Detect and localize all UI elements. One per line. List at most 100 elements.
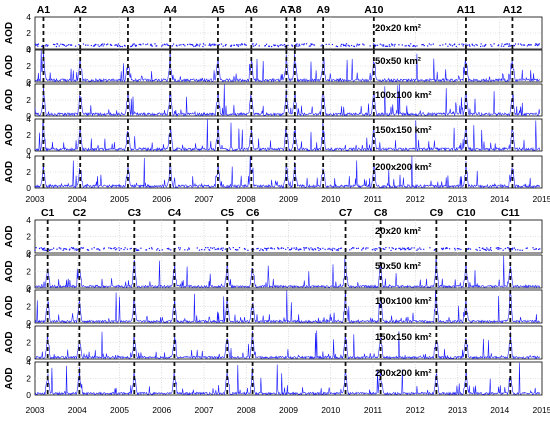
x-tick-label: 2014 bbox=[490, 194, 509, 204]
y-axis-label: AOD bbox=[4, 367, 15, 389]
data-point bbox=[273, 44, 276, 47]
data-point bbox=[65, 248, 68, 251]
y-tick-label: 2 bbox=[26, 267, 31, 277]
data-point bbox=[237, 45, 240, 48]
data-point bbox=[374, 249, 376, 252]
data-point bbox=[168, 248, 170, 250]
x-tick-label: 2012 bbox=[406, 405, 425, 415]
data-point bbox=[146, 43, 149, 45]
y-tick-label: 0 bbox=[26, 318, 31, 328]
data-point bbox=[118, 247, 120, 249]
x-tick-label: 2003 bbox=[26, 405, 45, 415]
data-point bbox=[311, 43, 313, 45]
data-point bbox=[126, 248, 129, 250]
data-point bbox=[342, 43, 344, 46]
data-point bbox=[99, 249, 101, 251]
y-tick-label: 4 bbox=[26, 250, 31, 260]
data-point bbox=[309, 45, 312, 47]
data-point bbox=[329, 248, 331, 250]
data-point bbox=[347, 44, 349, 47]
data-point bbox=[331, 249, 334, 252]
data-point bbox=[382, 45, 384, 47]
data-point bbox=[508, 247, 510, 249]
data-point bbox=[87, 249, 90, 251]
data-point bbox=[423, 44, 425, 47]
data-point bbox=[44, 249, 46, 251]
data-point bbox=[204, 44, 206, 46]
data-point bbox=[399, 247, 401, 250]
data-point bbox=[234, 248, 237, 251]
data-point bbox=[296, 248, 298, 250]
data-point bbox=[135, 44, 138, 47]
data-point bbox=[413, 44, 415, 47]
data-point bbox=[468, 44, 471, 46]
series-line bbox=[34, 254, 540, 289]
data-point bbox=[389, 45, 391, 48]
data-point bbox=[37, 43, 40, 45]
data-point bbox=[203, 249, 206, 251]
data-point bbox=[310, 247, 312, 249]
data-point bbox=[229, 248, 232, 250]
data-point bbox=[96, 248, 98, 250]
data-point bbox=[230, 45, 232, 48]
data-point bbox=[212, 43, 214, 45]
x-tick-label: 2015 bbox=[533, 194, 550, 204]
data-point bbox=[70, 246, 73, 249]
data-point bbox=[124, 45, 126, 47]
data-point bbox=[224, 45, 227, 47]
data-point bbox=[539, 248, 541, 250]
data-point bbox=[486, 247, 488, 249]
data-point bbox=[298, 248, 300, 251]
data-point bbox=[420, 248, 422, 251]
data-point bbox=[129, 248, 131, 250]
data-point bbox=[401, 248, 403, 250]
data-point bbox=[392, 247, 394, 250]
data-point bbox=[42, 249, 44, 251]
data-point bbox=[176, 45, 178, 47]
data-point bbox=[504, 43, 506, 46]
y-tick-label: 2 bbox=[26, 95, 31, 105]
data-point bbox=[432, 43, 434, 45]
data-point bbox=[38, 247, 41, 250]
y-tick-label: 0 bbox=[26, 354, 31, 364]
data-point bbox=[118, 45, 121, 47]
data-point bbox=[51, 248, 53, 251]
data-point bbox=[469, 248, 472, 250]
data-point bbox=[217, 248, 220, 250]
data-point bbox=[64, 247, 66, 250]
x-tick-label: 2011 bbox=[364, 405, 383, 415]
data-point bbox=[150, 247, 153, 249]
data-point bbox=[233, 44, 236, 47]
data-point bbox=[245, 44, 247, 46]
data-point bbox=[102, 45, 104, 47]
data-point bbox=[287, 247, 289, 249]
data-point bbox=[60, 248, 62, 250]
data-point bbox=[469, 45, 471, 47]
data-point bbox=[325, 43, 327, 46]
data-point bbox=[384, 248, 386, 251]
data-point bbox=[355, 247, 358, 250]
data-point bbox=[458, 248, 460, 250]
y-axis-label: AOD bbox=[4, 124, 15, 146]
data-point bbox=[328, 247, 330, 250]
data-point bbox=[331, 248, 333, 251]
data-point bbox=[422, 43, 424, 46]
data-point bbox=[495, 247, 498, 249]
x-tick-label: 2005 bbox=[110, 405, 129, 415]
data-point bbox=[384, 45, 387, 47]
y-tick-label: 2 bbox=[26, 338, 31, 348]
data-point bbox=[484, 43, 487, 46]
x-tick-label: 2006 bbox=[152, 194, 171, 204]
data-point bbox=[60, 43, 62, 45]
data-point bbox=[186, 249, 189, 251]
data-point bbox=[357, 247, 360, 250]
y-tick-label: 2 bbox=[26, 232, 31, 242]
y-tick-label: 4 bbox=[26, 357, 31, 367]
data-point bbox=[151, 45, 153, 47]
data-point bbox=[40, 247, 42, 249]
data-point bbox=[455, 45, 458, 48]
x-tick-label: 2010 bbox=[321, 194, 340, 204]
data-point bbox=[312, 249, 314, 251]
data-point bbox=[195, 44, 197, 47]
data-point bbox=[258, 45, 260, 47]
